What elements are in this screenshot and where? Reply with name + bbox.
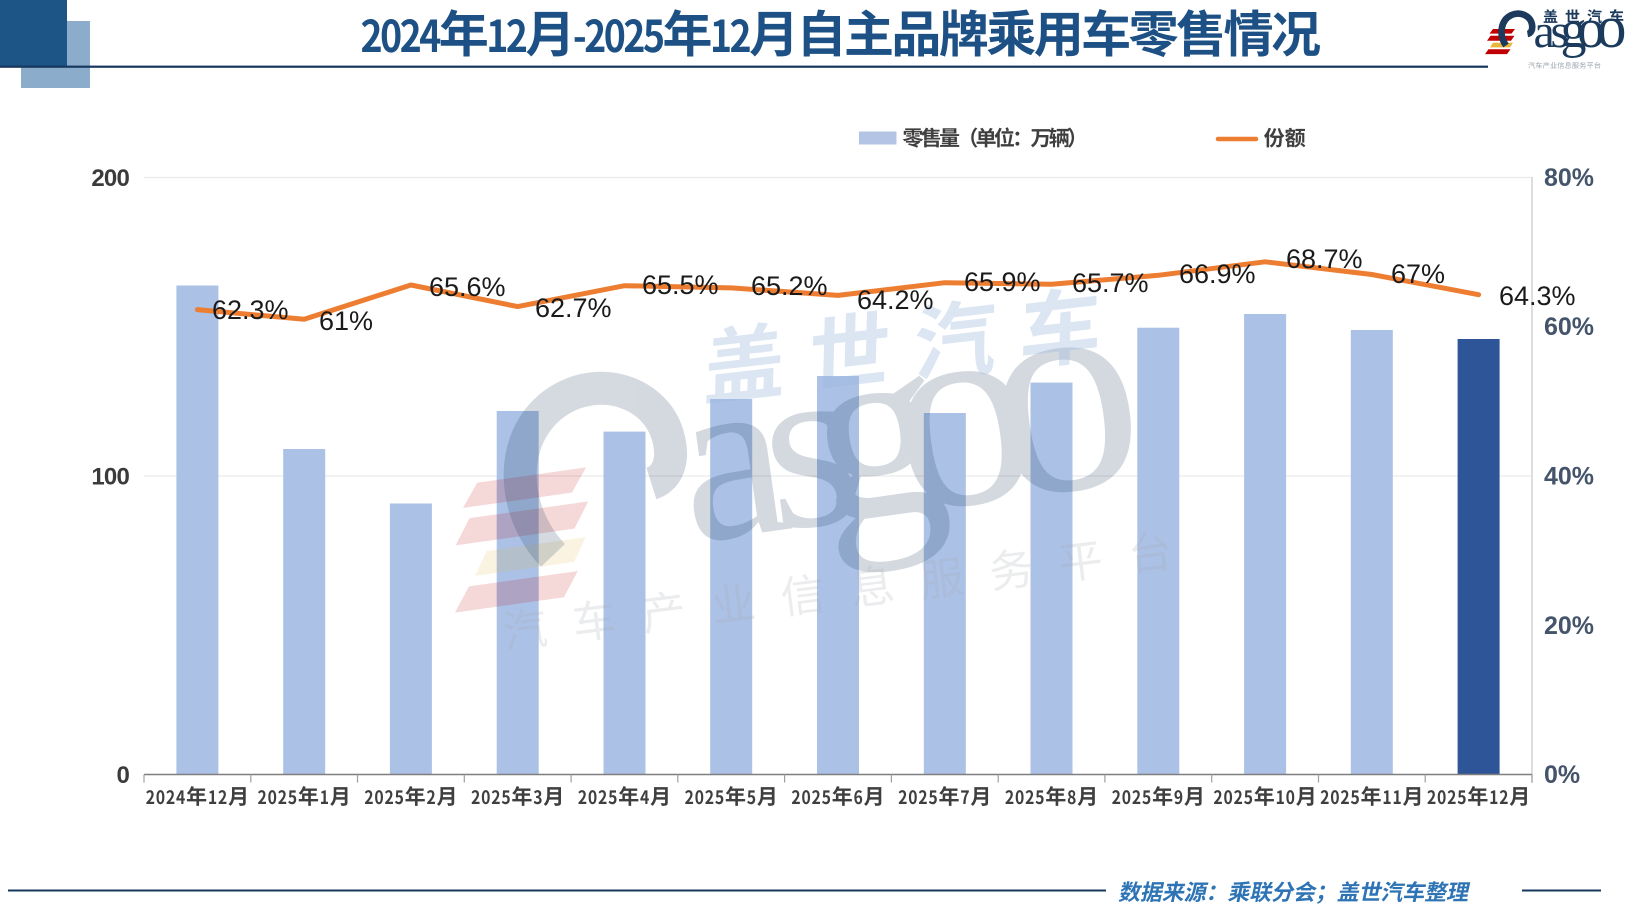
svg-text:65.9%: 65.9% [964,267,1041,297]
svg-text:65.7%: 65.7% [1072,268,1149,298]
svg-text:0: 0 [116,762,129,789]
svg-text:0%: 0% [1544,761,1580,789]
svg-text:61%: 61% [319,306,373,336]
svg-text:20%: 20% [1544,612,1594,640]
svg-text:66.9%: 66.9% [1179,259,1256,289]
svg-text:62.7%: 62.7% [535,293,612,323]
svg-text:67%: 67% [1391,259,1445,289]
svg-text:64.3%: 64.3% [1499,281,1576,311]
svg-text:64.2%: 64.2% [857,285,934,315]
svg-text:65.2%: 65.2% [751,271,828,301]
svg-text:62.3%: 62.3% [212,295,289,325]
svg-text:65.6%: 65.6% [429,272,506,302]
svg-text:68.7%: 68.7% [1286,244,1363,274]
svg-text:40%: 40% [1544,463,1594,491]
svg-text:200: 200 [91,165,129,192]
svg-text:80%: 80% [1544,164,1594,192]
svg-text:65.5%: 65.5% [642,270,719,300]
svg-text:60%: 60% [1544,313,1594,341]
svg-text:100: 100 [91,464,129,491]
